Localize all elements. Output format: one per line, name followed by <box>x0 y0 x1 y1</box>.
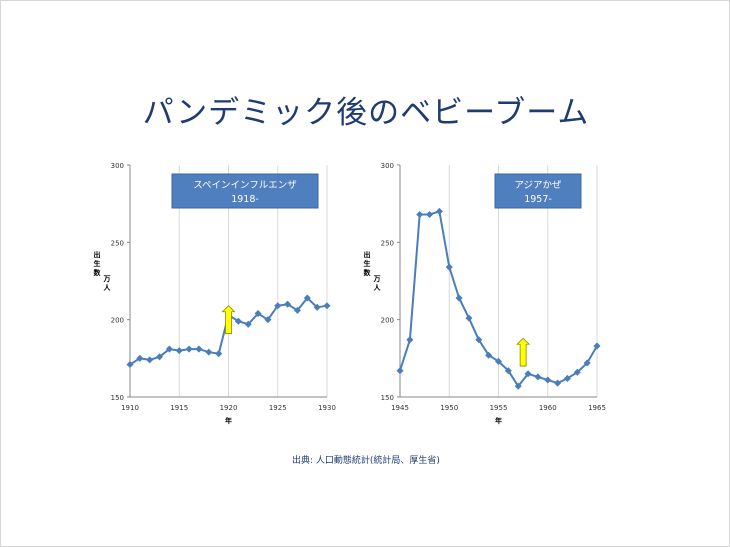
data-point <box>593 342 601 350</box>
data-point <box>563 374 571 382</box>
slide-title: パンデミック後のベビーブーム <box>142 95 590 131</box>
data-point <box>455 294 463 302</box>
x-axis-label: 年 <box>225 416 232 425</box>
data-point <box>494 357 503 365</box>
x-tick-label: 1960 <box>539 404 557 412</box>
data-point <box>465 314 473 322</box>
data-point <box>274 302 282 310</box>
y-tick-label: 150 <box>381 394 394 402</box>
data-point <box>435 207 443 215</box>
x-axis-label: 年 <box>495 416 502 425</box>
annotation-title: アジアかぜ <box>514 180 562 191</box>
data-point <box>303 294 311 302</box>
y-tick-label: 250 <box>381 239 394 247</box>
data-point <box>264 316 272 324</box>
y-tick-label: 250 <box>111 239 124 247</box>
annotation-year: 1957- <box>524 194 552 205</box>
data-point <box>514 382 522 390</box>
x-tick-label: 1965 <box>588 404 606 412</box>
x-tick-label: 1915 <box>170 404 188 412</box>
y-tick-label: 150 <box>111 394 124 402</box>
chart-asian-flu: 150 200 250 300 1945 1950 1955 1960 1965 出生数 万人年 アジ… <box>364 156 611 431</box>
data-point <box>234 317 242 325</box>
annotation-year: 1918- <box>231 194 259 205</box>
y-tick-label: 200 <box>381 317 394 325</box>
source-note: 出典: 人口動態統計(統計局、厚生省) <box>292 456 440 466</box>
data-point <box>323 302 331 310</box>
data-point <box>445 263 453 271</box>
annotation-box <box>494 173 582 209</box>
data-point <box>284 300 292 308</box>
data-point <box>175 347 183 355</box>
data-point <box>544 376 552 384</box>
data-point <box>195 345 203 353</box>
data-point <box>396 367 404 375</box>
x-tick-label: 1945 <box>391 404 409 412</box>
data-point <box>573 368 581 376</box>
data-point <box>244 320 252 328</box>
x-tick-label: 1925 <box>269 404 287 412</box>
data-point <box>416 210 424 219</box>
data-point <box>313 303 321 311</box>
x-tick-label: 1910 <box>121 404 139 412</box>
x-tick-label: 1930 <box>318 404 336 412</box>
y-tick-label: 200 <box>111 317 124 325</box>
up-arrow-icon <box>221 305 236 334</box>
data-point <box>504 367 512 375</box>
data-point <box>554 379 562 387</box>
chart-spanish-flu: 150 200 250 300 1910 1915 1920 1925 1930 出生数 万人年 スペ… <box>94 156 341 431</box>
y-axis-label-unit: 万人 <box>373 275 382 292</box>
annotation-title: スペインインフルエンザ <box>193 180 297 191</box>
x-tick-label: 1950 <box>440 404 458 412</box>
y-axis-label: 出生数 <box>364 250 372 277</box>
y-tick-label: 300 <box>111 162 124 170</box>
data-point <box>146 356 154 364</box>
data-point <box>185 345 193 353</box>
annotation-box <box>171 173 319 209</box>
x-tick-label: 1955 <box>490 404 508 412</box>
x-tick-label: 1920 <box>220 404 238 412</box>
y-tick-label: 300 <box>381 162 394 170</box>
data-point <box>426 210 434 219</box>
data-point <box>205 348 213 356</box>
data-point <box>534 373 542 381</box>
y-axis-label-unit: 万人 <box>103 275 112 292</box>
data-point <box>406 336 414 344</box>
y-axis-label: 出生数 <box>94 250 102 277</box>
up-arrow-icon <box>516 337 531 367</box>
data-point <box>215 350 223 358</box>
